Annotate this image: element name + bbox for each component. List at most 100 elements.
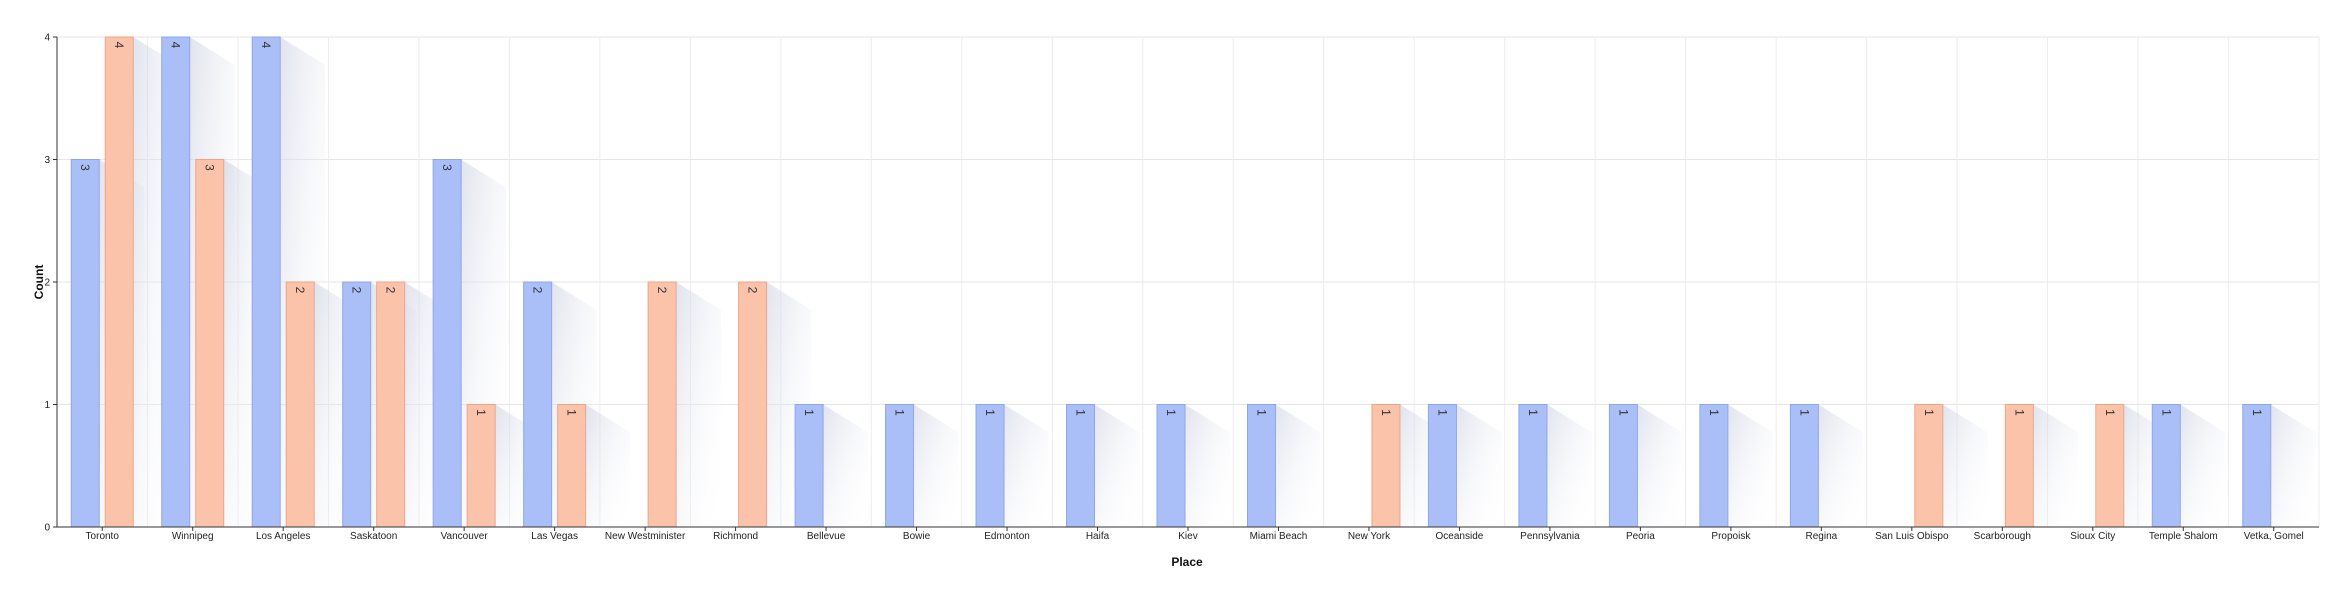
category-label: New Westminister [605,531,686,542]
category-label: Edmonton [984,531,1030,542]
bar-shadow [1637,404,1683,527]
y-tick-label: 0 [44,523,50,534]
bar [1518,404,1548,528]
bar-value-label: 2 [655,287,669,294]
category-label: Haifa [1086,531,1110,542]
category-label: Vetka, Gomel [2244,531,2304,542]
bar-value-label: 2 [350,287,364,294]
category-label: Temple Shalom [2149,531,2218,542]
category-label: Winnipeg [172,531,214,542]
bar-shadow [1275,404,1321,527]
bar [1699,404,1729,528]
bar-value-label: 4 [112,42,126,49]
y-tick-label: 1 [44,400,50,411]
bar-value-label: 2 [384,287,398,294]
bar-value-label: 3 [78,164,92,171]
category-label: Bellevue [807,531,846,542]
bar-shadow [1727,404,1773,527]
bar-value-label: 1 [1379,409,1393,416]
bar-shadow [1546,404,1592,527]
bar-shadow [823,404,869,527]
category-label: Regina [1806,531,1838,542]
bar [251,36,281,528]
bar [647,281,677,528]
bar [2095,404,2125,528]
bar-value-label: 1 [1797,409,1811,416]
bar-shadow [1818,404,1864,527]
category-label: Las Vegas [531,531,578,542]
category-label: Oceanside [1436,531,1484,542]
x-ticks: Toronto Winnipeg Los Angeles Saskatoon Vanco… [86,527,2304,542]
category-label: Sioux City [2070,531,2115,542]
y-ticks: 0 1 2 3 4 [44,33,57,534]
bar [466,404,496,528]
bar [2004,404,2034,528]
bar [432,159,462,528]
bar [70,159,100,528]
x-axis-title: Place [1171,555,1203,569]
bar [738,281,768,528]
bar-value-label: 3 [440,164,454,171]
bar-shadow [1942,404,1988,527]
bar-shadow [676,282,722,527]
category-label: Bowie [903,531,931,542]
category-label: Richmond [713,531,758,542]
bar [195,159,225,528]
bar-value-label: 1 [474,409,488,416]
bar-value-label: 4 [169,42,183,49]
bar-value-label: 1 [565,409,579,416]
bar-value-label: 1 [2012,409,2026,416]
y-axis-title: Count [32,265,46,300]
bars: 3 4 4 3 4 2 2 2 3 1 2 1 2 2 1 1 1 1 1 1 1 1 1 1 1 1 1 1 1 1 1 [70,36,2272,528]
bar [794,404,824,528]
bar [161,36,191,528]
bar-value-label: 2 [746,287,760,294]
bar [1371,404,1401,528]
bar-shadow [2180,404,2226,527]
category-label: Scarborough [1974,531,2031,542]
bar [2242,404,2272,528]
bar [1156,404,1186,528]
bar-value-label: 1 [2103,409,2117,416]
bar-shadow [1094,404,1140,527]
bar [1608,404,1638,528]
bar-value-label: 1 [893,409,907,416]
bar-shadow [2270,404,2316,527]
bar [1789,404,1819,528]
bar-value-label: 2 [531,287,545,294]
category-label: New York [1348,531,1391,542]
bar [104,36,134,528]
bar [523,281,553,528]
bar [975,404,1005,528]
bar-value-label: 1 [1074,409,1088,416]
bar [557,404,587,528]
bar [376,281,406,528]
bar-shadow [1004,404,1050,527]
bar-value-label: 1 [802,409,816,416]
bar-value-label: 1 [2159,409,2173,416]
y-tick-label: 3 [44,155,50,166]
bar-value-label: 1 [1922,409,1936,416]
bar [285,281,315,528]
category-label: Kiev [1178,531,1197,542]
bar-value-label: 1 [1254,409,1268,416]
bar [1066,404,1096,528]
bar-shadow [1185,404,1230,527]
y-tick-label: 2 [44,278,50,289]
bar-value-label: 1 [1526,409,1540,416]
bar [1246,404,1276,528]
bar-shadow [585,404,631,527]
bar [2151,404,2181,528]
category-label: Miami Beach [1250,531,1308,542]
bar-value-label: 1 [1435,409,1449,416]
bar-value-label: 1 [1707,409,1721,416]
bar-value-label: 1 [1164,409,1178,416]
bar-value-label: 1 [1616,409,1630,416]
bar [1914,404,1944,528]
category-label: Toronto [86,531,120,542]
category-label: Saskatoon [350,531,397,542]
bar [342,281,372,528]
category-label: Los Angeles [256,531,311,542]
category-label: Pennsylvania [1520,531,1580,542]
